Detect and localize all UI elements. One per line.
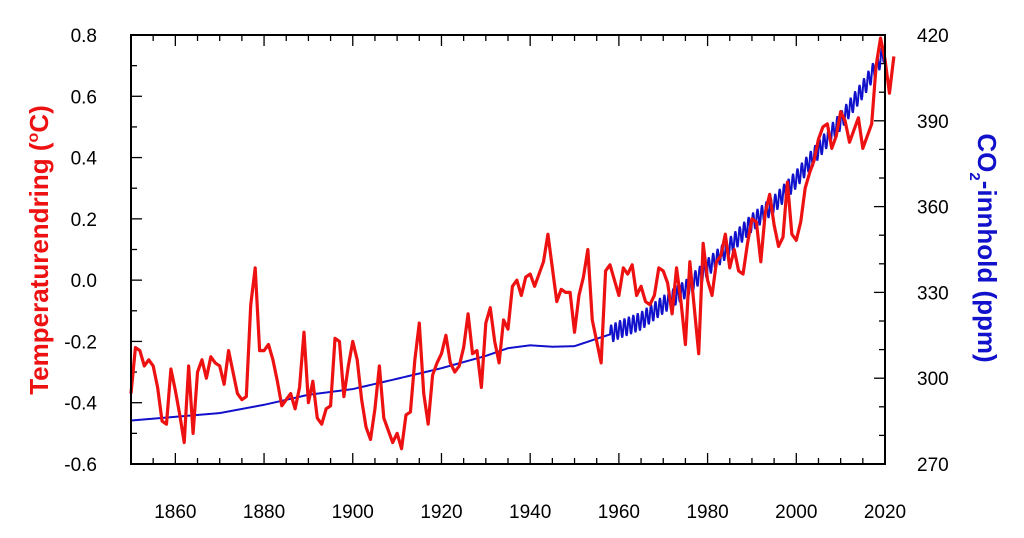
tick-labels: 1860 1880 1900 1920 1940 1960 1980 2000 2020 -0.6… <box>64 26 948 523</box>
y-left-tick-label: 0.6 <box>71 87 97 108</box>
x-tick-label: 1960 <box>598 502 640 523</box>
y-right-axis-title-rest: -innhold (ppm) <box>972 181 1002 363</box>
y-left-tick-label: -0.4 <box>64 394 97 415</box>
plot-frame <box>130 34 886 465</box>
y-left-axis-title-main: Temperaturendring ( <box>24 142 54 395</box>
x-tick-label: 1920 <box>420 502 462 523</box>
x-tick-label: 1900 <box>332 502 374 523</box>
grid-ticks <box>130 34 886 465</box>
y-right-tick-label: 360 <box>917 198 949 219</box>
x-tick-label: 2000 <box>775 502 817 523</box>
x-tick-label: 1980 <box>686 502 728 523</box>
y-left-axis-title-degree: o <box>25 132 42 142</box>
co2-series-line <box>130 47 886 422</box>
x-tick-label: 2020 <box>864 502 906 523</box>
y-left-tick-label: 0.8 <box>71 26 97 47</box>
y-right-tick-label: 300 <box>917 369 949 390</box>
data-layer <box>129 36 896 451</box>
y-left-tick-label: 0.0 <box>71 271 97 292</box>
y-left-axis-title: Temperaturendring (oC) <box>24 105 54 395</box>
y-left-axis-title-unit: C) <box>24 105 54 132</box>
y-left-tick-label: -0.2 <box>64 332 97 353</box>
x-tick-label: 1940 <box>509 502 551 523</box>
y-right-tick-label: 330 <box>917 283 949 304</box>
y-right-tick-label: 270 <box>917 455 949 476</box>
y-left-tick-label: 0.4 <box>71 149 98 170</box>
y-left-tick-label: 0.2 <box>71 210 97 231</box>
y-right-tick-label: 390 <box>917 112 949 133</box>
y-right-axis-title-main: CO <box>972 133 1002 172</box>
x-tick-label: 1880 <box>243 502 285 523</box>
y-right-axis-title: CO2-innhold (ppm) <box>966 133 1002 362</box>
x-tick-label: 1860 <box>154 502 196 523</box>
y-right-tick-label: 420 <box>917 26 949 47</box>
y-right-axis-title-sub: 2 <box>966 172 983 180</box>
y-left-tick-label: -0.6 <box>64 455 97 476</box>
temperature-series-line <box>129 36 896 451</box>
